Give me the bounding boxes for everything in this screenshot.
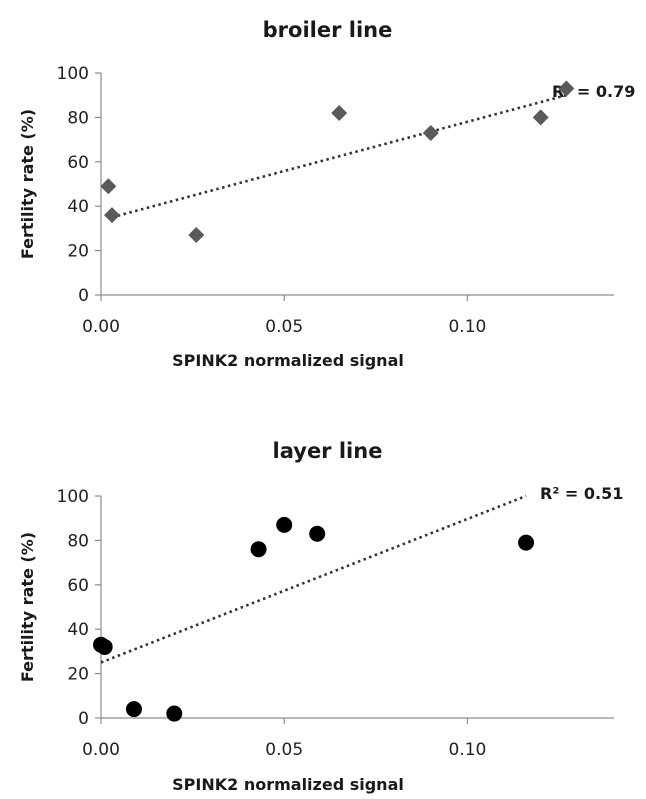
x-tick-label: 0.10 bbox=[448, 740, 486, 760]
y-tick-label: 80 bbox=[67, 531, 89, 551]
chart-broiler-line: broiler line Fertility rate (%) SPINK2 n… bbox=[18, 18, 635, 370]
data-point bbox=[558, 80, 575, 97]
x-axis-label: SPINK2 normalized signal bbox=[172, 351, 404, 370]
x-axis-label: SPINK2 normalized signal bbox=[172, 775, 404, 794]
r-squared-annotation: R² = 0.79 bbox=[552, 82, 635, 101]
x-tick-label: 0.00 bbox=[82, 317, 120, 337]
y-axis-label: Fertility rate (%) bbox=[18, 109, 37, 259]
y-tick-label: 20 bbox=[67, 665, 89, 685]
data-point bbox=[125, 701, 142, 718]
data-point bbox=[309, 525, 326, 542]
data-point bbox=[96, 638, 113, 655]
y-tick-label: 20 bbox=[67, 242, 89, 262]
data-point bbox=[100, 178, 117, 195]
y-tick-label: 40 bbox=[67, 197, 89, 217]
x-tick-label: 0.00 bbox=[82, 740, 120, 760]
y-tick-label: 40 bbox=[67, 620, 89, 640]
x-tick-label: 0.10 bbox=[448, 317, 486, 337]
data-point bbox=[532, 109, 549, 126]
data-point bbox=[331, 104, 348, 121]
data-point bbox=[188, 227, 205, 244]
trendline bbox=[111, 93, 567, 219]
y-tick-label: 60 bbox=[67, 153, 89, 173]
chart-title: broiler line bbox=[263, 18, 393, 42]
r-squared-annotation: R² = 0.51 bbox=[540, 484, 623, 503]
chart-layer-line: layer line Fertility rate (%) SPINK2 nor… bbox=[18, 439, 623, 794]
trendline bbox=[100, 494, 527, 664]
data-point bbox=[518, 534, 535, 551]
x-tick-label: 0.05 bbox=[265, 317, 303, 337]
y-tick-label: 0 bbox=[78, 709, 89, 729]
y-tick-label: 60 bbox=[67, 576, 89, 596]
data-point bbox=[103, 207, 120, 224]
y-tick-label: 100 bbox=[57, 487, 89, 507]
data-point bbox=[250, 541, 267, 558]
chart-title: layer line bbox=[273, 439, 383, 463]
y-axis-label: Fertility rate (%) bbox=[18, 532, 37, 682]
x-tick-label: 0.05 bbox=[265, 740, 303, 760]
data-point bbox=[422, 124, 439, 141]
data-point bbox=[166, 705, 183, 722]
y-tick-label: 80 bbox=[67, 108, 89, 128]
y-tick-label: 100 bbox=[57, 64, 89, 84]
y-tick-label: 0 bbox=[78, 286, 89, 306]
data-point bbox=[276, 516, 293, 533]
